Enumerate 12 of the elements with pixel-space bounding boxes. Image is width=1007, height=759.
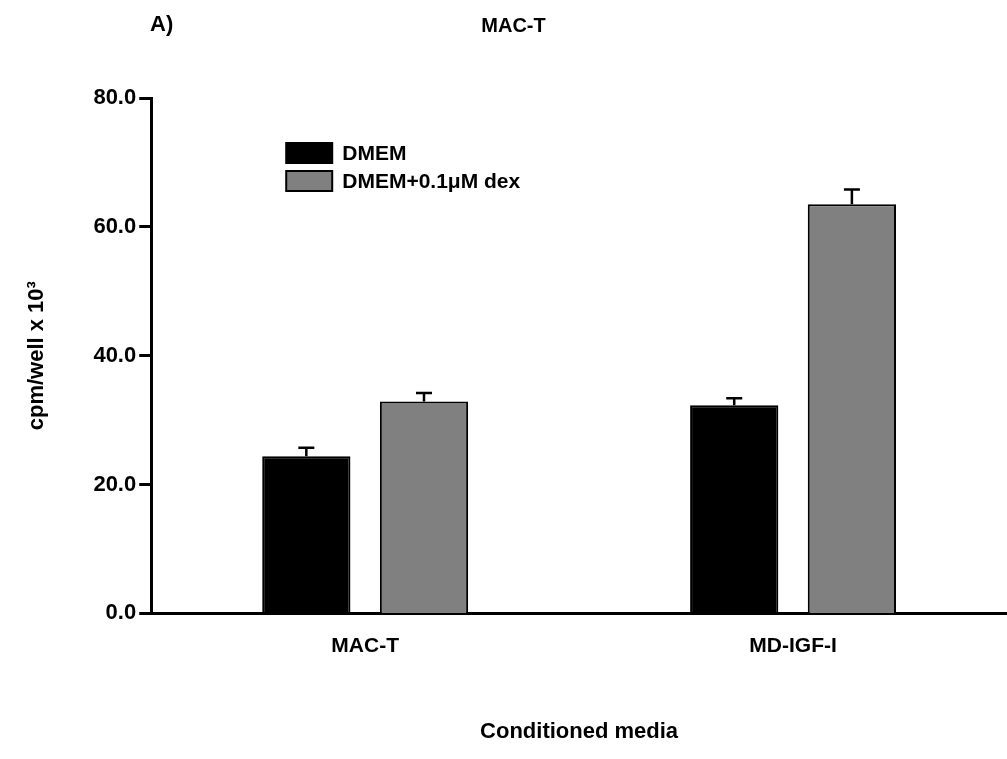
y-axis-title: cpm/well x 10³ [23, 281, 49, 431]
y-tick-label: 0.0 [105, 599, 137, 625]
y-tick-label: 40.0 [93, 341, 137, 367]
y-tick-label: 60.0 [93, 212, 137, 238]
x-tick-label: MD-IGF-I [749, 632, 837, 656]
legend-label: DMEM [342, 140, 407, 164]
y-tick-label: 20.0 [93, 470, 137, 496]
y-tick-label: 80.0 [93, 84, 137, 110]
chart-title: MAC-T [481, 13, 546, 36]
x-axis-title: Conditioned media [480, 717, 679, 743]
legend-label: DMEM+0.1μM dex [342, 168, 521, 192]
text: A) [150, 11, 174, 37]
